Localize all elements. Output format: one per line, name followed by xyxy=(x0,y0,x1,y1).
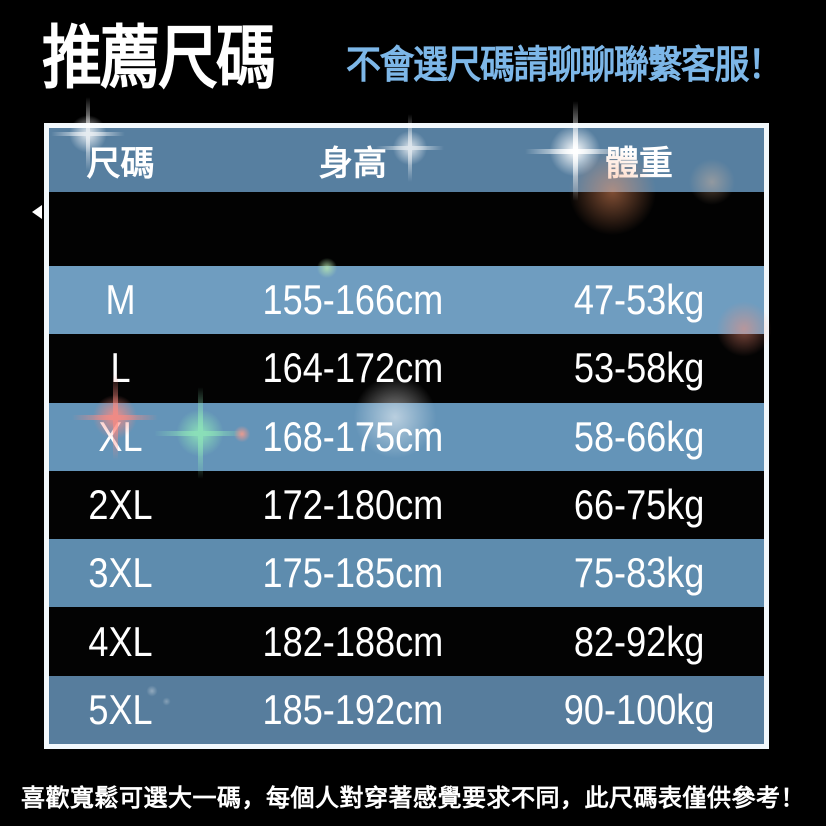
table-row-4xl: 4XL 182-188cm 82-92kg xyxy=(49,607,764,676)
weight-cell: 82-92kg xyxy=(573,617,705,665)
weight-cell: 66-75kg xyxy=(573,480,705,528)
table-row-m: M 155-166cm 47-53kg xyxy=(49,266,764,335)
weight-cell: 47-53kg xyxy=(573,276,705,324)
height-cell: 172-180cm xyxy=(262,480,444,528)
height-cell: 155-166cm xyxy=(262,276,444,324)
size-table: 尺碼 身高 體重 M 155-166cm 47-53kg L 164-172cm… xyxy=(32,123,769,749)
table-row-3xl: 3XL 175-185cm 75-83kg xyxy=(49,539,764,608)
size-cell: 4XL xyxy=(88,617,153,665)
table-row-l: L 164-172cm 53-58kg xyxy=(49,334,764,403)
size-table-header-row: 尺碼 身高 體重 xyxy=(49,128,764,192)
weight-cell: 90-100kg xyxy=(563,685,715,733)
size-cell: 3XL xyxy=(88,549,153,597)
size-cell: XL xyxy=(98,412,143,460)
table-row-xl: XL 168-175cm 58-66kg xyxy=(49,402,764,471)
weight-cell: 75-83kg xyxy=(573,549,705,597)
size-cell: 2XL xyxy=(88,480,153,528)
footer-note: 喜歡寬鬆可選大一碼，每個人對穿著感覺要求不同，此尺碼表僅供參考！ xyxy=(21,785,805,812)
weight-cell: 53-58kg xyxy=(573,344,705,392)
left-border-notch xyxy=(32,205,42,219)
column-header-weight: 體重 xyxy=(604,144,673,183)
size-cell: M xyxy=(105,276,136,324)
height-cell: 182-188cm xyxy=(262,617,444,665)
height-cell: 168-175cm xyxy=(262,412,444,460)
column-header-size: 尺碼 xyxy=(86,144,155,183)
height-cell: 164-172cm xyxy=(262,344,444,392)
column-header-height: 身高 xyxy=(318,144,387,183)
customer-service-note: 不會選尺碼請聊聊聯繫客服！ xyxy=(346,43,783,87)
height-cell: 185-192cm xyxy=(262,685,444,733)
table-row-spacer xyxy=(49,192,764,266)
page-title: 推薦尺碼 xyxy=(42,19,276,97)
size-cell: 5XL xyxy=(88,685,153,733)
table-row-2xl: 2XL 172-180cm 66-75kg xyxy=(49,470,764,540)
table-row-5xl: 5XL 185-192cm 90-100kg xyxy=(49,675,764,744)
weight-cell: 58-66kg xyxy=(573,412,705,460)
size-cell: L xyxy=(110,344,131,392)
height-cell: 175-185cm xyxy=(262,549,444,597)
